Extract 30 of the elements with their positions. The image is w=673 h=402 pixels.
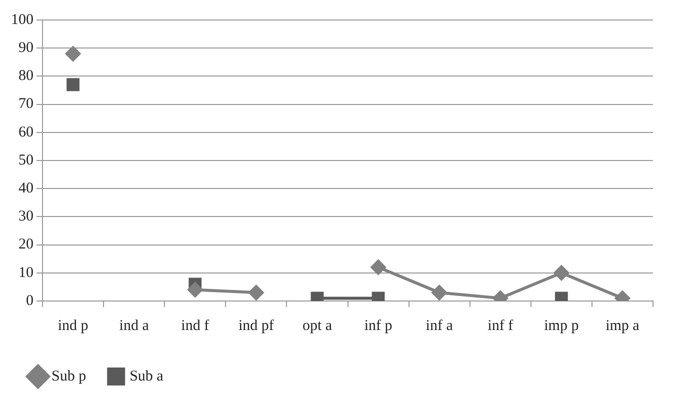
x-tick-label: opt a xyxy=(302,318,332,334)
y-tick-label: 40 xyxy=(18,180,34,197)
point xyxy=(248,285,264,300)
point xyxy=(66,78,80,92)
x-tick-label: ind a xyxy=(119,318,150,334)
y-tick-label: 100 xyxy=(11,12,34,28)
point xyxy=(370,260,386,275)
x-tick-label: imp p xyxy=(544,318,579,334)
y-tick-label: 0 xyxy=(26,292,34,309)
point xyxy=(554,265,569,280)
point xyxy=(188,282,203,298)
y-tick-label: 70 xyxy=(18,96,34,112)
point xyxy=(66,46,81,62)
x-tick-label: imp a xyxy=(606,318,640,334)
y-tick-label: 50 xyxy=(18,152,34,168)
x-tick-label: ind p xyxy=(58,318,88,334)
y-tick-label: 20 xyxy=(18,236,34,253)
x-tick-label: inf a xyxy=(426,318,454,334)
y-tick-label: 90 xyxy=(18,40,34,56)
y-tick-label: 30 xyxy=(18,208,34,225)
y-tick-label: 80 xyxy=(18,68,34,84)
x-tick-label: inf f xyxy=(488,318,514,334)
point xyxy=(432,285,447,300)
legend-label: Sub p xyxy=(52,368,86,384)
y-tick-label: 60 xyxy=(18,124,34,140)
legend-label: Sub a xyxy=(130,368,164,384)
y-tick-label: 10 xyxy=(18,264,34,281)
x-tick-label: inf p xyxy=(364,318,392,334)
x-tick-label: ind f xyxy=(181,318,210,334)
x-tick-label: ind pf xyxy=(238,318,274,334)
